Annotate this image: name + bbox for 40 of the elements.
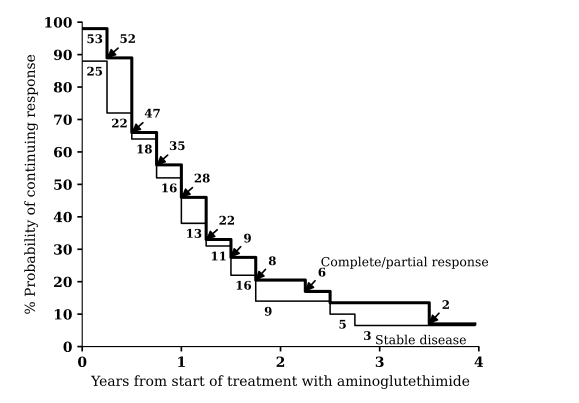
annotation: 18 [138,144,152,154]
x-axis-title: Years from start of treatment with aminoglutethimide [90,375,470,389]
annotation: 35 [170,141,185,150]
y-tick-label: 20 [54,276,72,288]
annotation: 16 [236,280,252,290]
series-label: Complete/partial response [321,256,488,269]
x-tick-label: 3 [376,356,384,368]
annotation: 3 [364,331,371,340]
x-tick-label: 4 [474,356,484,367]
y-tick-label: 100 [45,17,72,28]
annotation: 25 [87,66,102,76]
annotation: 9 [264,306,272,316]
legend-label: Stable disease [376,334,466,344]
x-tick-label: 2 [276,356,284,367]
y-tick-label: 0 [63,342,72,352]
annotation: 8 [268,256,276,266]
y-tick-label: 50 [54,179,72,190]
annotation: 9 [244,234,251,243]
y-axis-title: % Probability of continuing response [24,54,38,314]
y-tick-label: 40 [54,212,72,222]
y-tick-label: 70 [54,114,72,125]
annotation: 22 [219,216,234,225]
annotation: 13 [187,228,202,238]
annotation: 11 [212,252,226,260]
x-tick-label: 0 [78,356,86,368]
annotation: 5 [339,320,346,329]
y-tick-label: 10 [54,309,72,320]
annotation: 22 [112,118,127,128]
y-tick-label: 80 [54,82,72,93]
annotation: 53 [87,34,102,44]
annotation: 6 [318,268,326,277]
y-tick-label: 30 [54,244,72,255]
y-tick-label: 90 [54,50,72,60]
annotation: 16 [162,183,177,192]
y-tick-label: 60 [54,146,72,158]
annotation: 2 [442,300,449,309]
annotation: 47 [144,108,160,118]
x-tick-label: 1 [178,356,185,367]
annotation: 52 [120,34,135,44]
annotation: 28 [194,174,210,183]
